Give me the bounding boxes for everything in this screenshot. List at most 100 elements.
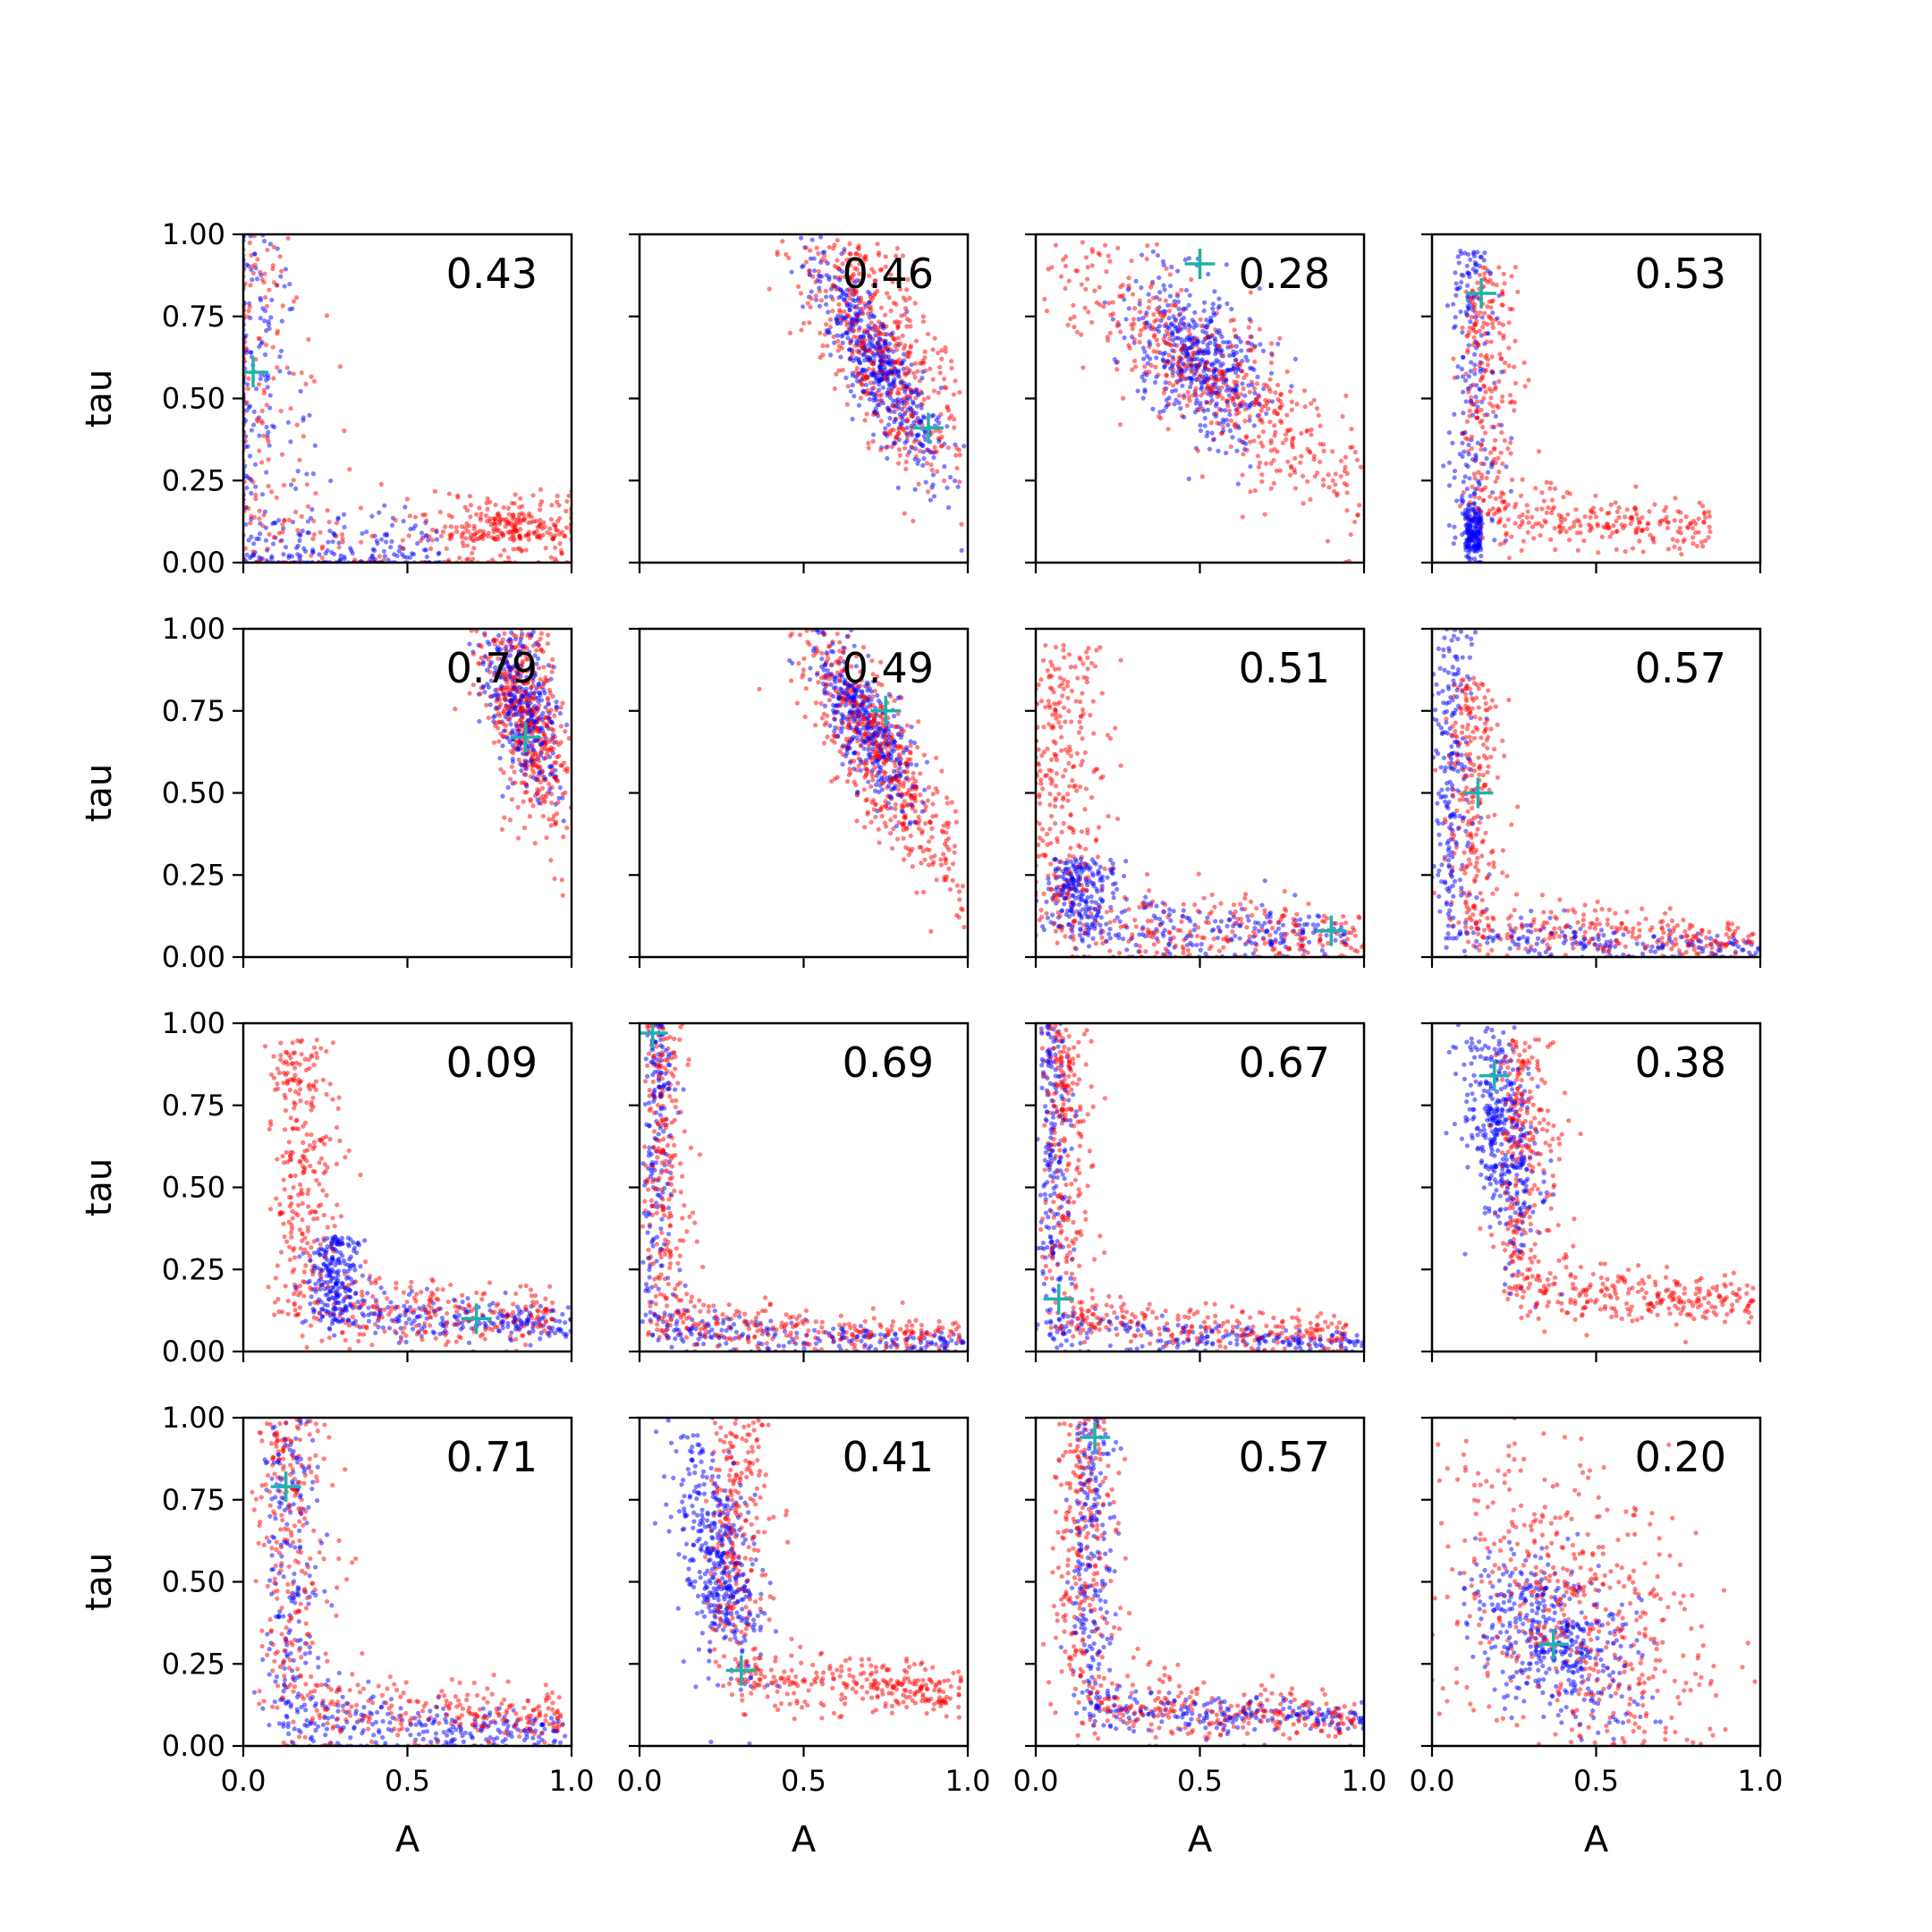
point-red (1343, 464, 1348, 470)
point-red (1479, 374, 1486, 379)
point-blue (521, 693, 526, 699)
point-red (505, 684, 512, 690)
point-red (465, 543, 470, 548)
point-red (1251, 344, 1257, 351)
point-blue (840, 269, 845, 275)
point-red (478, 529, 483, 534)
point-red (1706, 535, 1711, 540)
point-red (502, 631, 507, 636)
point-red (832, 386, 837, 392)
point-red (1501, 271, 1506, 276)
point-red (277, 538, 284, 544)
point-blue (1471, 533, 1477, 538)
point-red (1104, 269, 1109, 275)
point-red (313, 490, 318, 496)
point-blue (811, 256, 817, 261)
point-red (1490, 325, 1496, 331)
point-red (1199, 474, 1205, 479)
point-red (917, 448, 923, 453)
point-red (882, 312, 888, 318)
point-red (1451, 356, 1456, 361)
point-red (1488, 395, 1494, 401)
point-red (846, 280, 852, 285)
point-blue (249, 428, 254, 433)
point-blue (1171, 314, 1176, 319)
point-blue (480, 684, 486, 691)
point-blue (539, 716, 545, 722)
point-red (1079, 332, 1084, 337)
point-blue (1463, 522, 1469, 528)
point-blue (557, 784, 563, 791)
point-blue (1178, 377, 1183, 382)
point-blue (1198, 361, 1203, 368)
point-red (1132, 306, 1138, 311)
point-blue (883, 426, 888, 431)
point-blue (1485, 412, 1490, 418)
point-blue (249, 554, 255, 559)
point-red (257, 516, 262, 521)
point-red (1575, 547, 1580, 553)
point-red (1243, 434, 1250, 439)
point-red (501, 709, 506, 715)
point-blue (424, 555, 429, 560)
point-blue (1227, 428, 1233, 434)
point-blue (300, 528, 305, 534)
point-red (1199, 323, 1204, 328)
point-red (1216, 343, 1222, 349)
point-blue (1473, 454, 1479, 460)
point-red (1267, 377, 1273, 382)
point-red (493, 502, 498, 508)
point-red (911, 370, 917, 376)
point-red (443, 524, 448, 530)
point-red (485, 506, 490, 512)
point-red (259, 408, 265, 414)
point-blue (1466, 306, 1471, 312)
point-blue (1198, 428, 1204, 434)
point-blue (1161, 352, 1166, 357)
point-red (1247, 439, 1253, 445)
point-blue (1260, 348, 1267, 353)
point-blue (1453, 281, 1459, 286)
point-red (836, 308, 843, 313)
y-tick-label: 0.00 (162, 940, 225, 974)
point-red (1233, 421, 1238, 427)
point-red (798, 291, 804, 296)
point-blue (408, 526, 413, 531)
point-red (1611, 523, 1616, 529)
point-blue (254, 276, 260, 282)
point-blue (1142, 387, 1148, 393)
point-red (1505, 445, 1511, 452)
point-red (551, 521, 556, 527)
point-blue (467, 641, 472, 647)
point-blue (511, 664, 516, 669)
point-blue (909, 406, 914, 412)
point-red (1475, 280, 1480, 285)
point-blue (519, 712, 524, 717)
point-blue (564, 722, 570, 727)
point-blue (1219, 348, 1224, 354)
point-red (1273, 390, 1278, 395)
point-red (1151, 311, 1157, 318)
point-red (261, 513, 267, 518)
point-red (320, 544, 326, 549)
point-red (1198, 317, 1203, 322)
point-red (521, 780, 527, 785)
point-red (1314, 406, 1320, 411)
point-blue (500, 793, 505, 799)
point-red (526, 520, 531, 525)
point-blue (1140, 395, 1146, 401)
point-blue (868, 345, 873, 351)
point-red (1508, 440, 1513, 445)
point-red (1284, 436, 1289, 443)
point-red (1677, 546, 1682, 551)
point-blue (253, 386, 259, 392)
point-red (553, 821, 558, 826)
point-red (1479, 442, 1484, 448)
point-red (506, 512, 512, 517)
point-red (1517, 524, 1522, 530)
point-blue (419, 530, 425, 536)
point-red (1251, 386, 1258, 392)
point-red (400, 538, 405, 543)
point-blue (487, 641, 492, 647)
point-red (1567, 491, 1572, 496)
